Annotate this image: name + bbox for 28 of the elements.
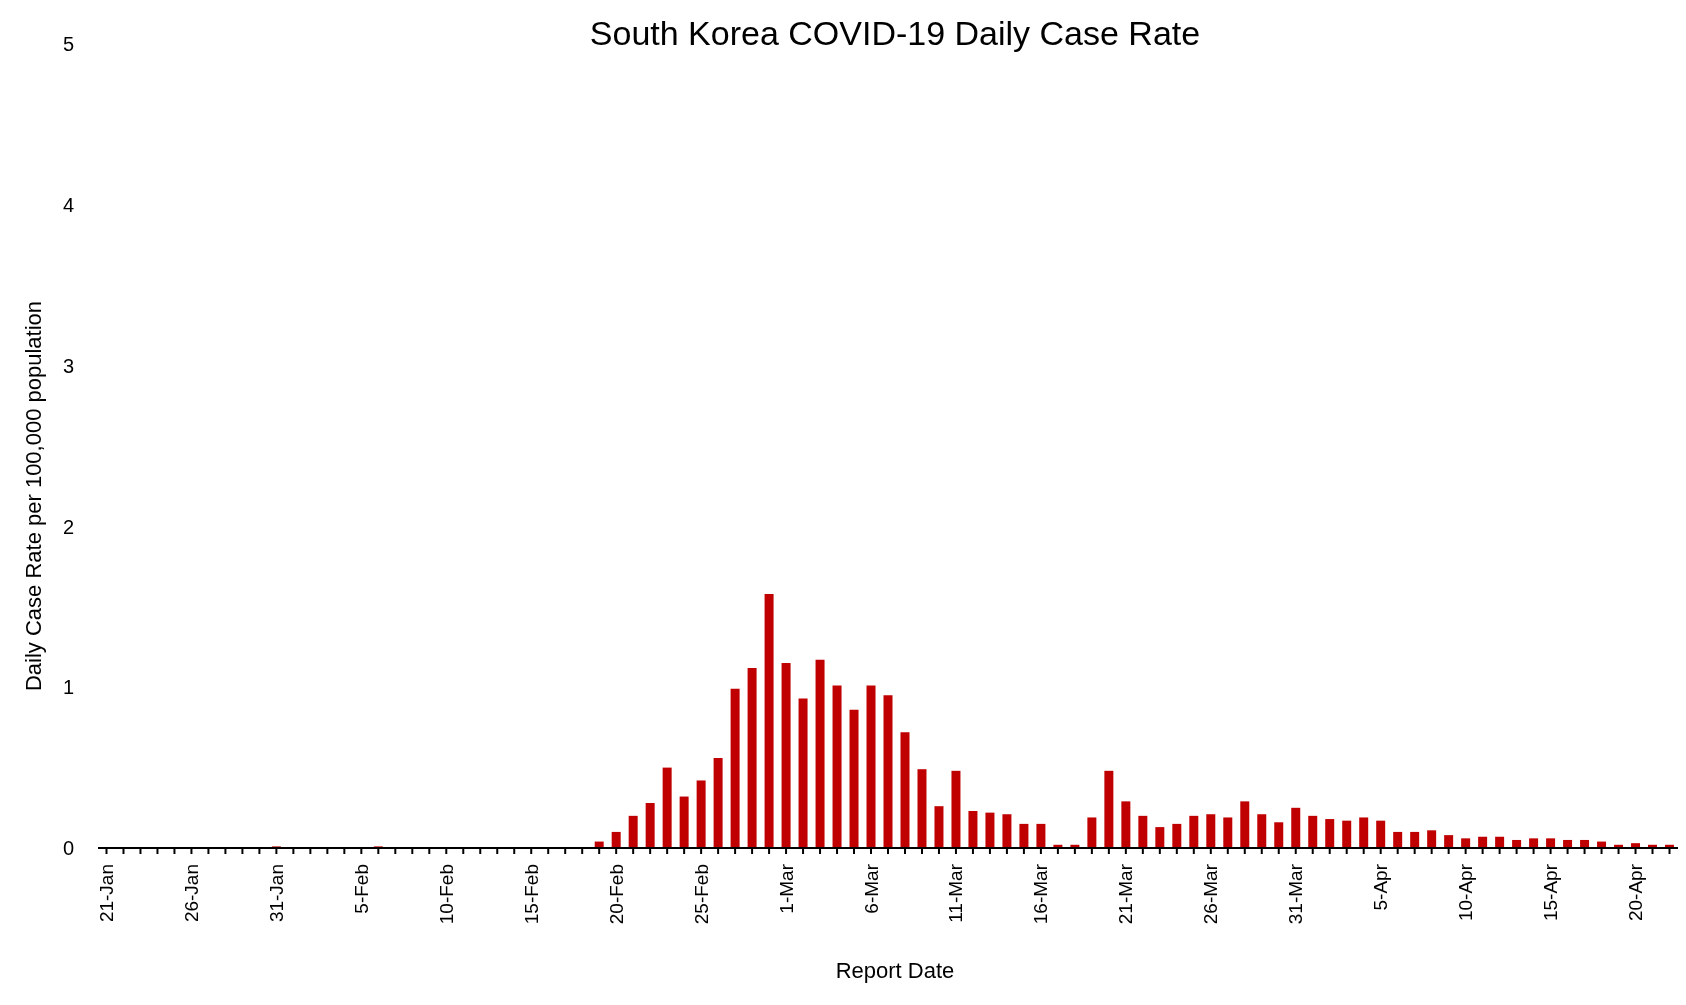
y-tick-label: 1 <box>62 676 74 699</box>
x-tick-label: 1-Mar <box>775 863 797 914</box>
x-tick-label: 31-Jan <box>265 864 287 923</box>
y-tick-label: 4 <box>62 193 74 216</box>
x-tick-label: 25-Feb <box>690 864 712 925</box>
y-tick-label: 3 <box>62 354 74 377</box>
x-tick-label: 26-Mar <box>1200 863 1222 925</box>
x-tick-label: 6-Mar <box>860 863 882 914</box>
y-tick-label: 5 <box>62 33 74 56</box>
x-tick-label: 21-Jan <box>95 864 117 923</box>
x-axis-title: Report Date <box>834 958 956 984</box>
x-tick-label: 10-Feb <box>435 864 457 925</box>
x-tick-label: 15-Feb <box>520 864 542 925</box>
x-tick-label: 21-Mar <box>1115 863 1137 925</box>
x-tick-label: 20-Feb <box>605 864 627 925</box>
x-tick-label: 11-Mar <box>945 863 967 923</box>
x-tick-label: 26-Jan <box>180 864 202 923</box>
y-tick-label: 2 <box>62 515 74 538</box>
x-tick-label: 20-Apr <box>1625 863 1647 922</box>
x-tick-label: 5-Apr <box>1370 863 1392 911</box>
x-tick-label: 15-Apr <box>1540 863 1562 922</box>
y-axis-title: Daily Case Rate per 100,000 population <box>21 300 47 692</box>
x-tick-label: 10-Apr <box>1455 863 1477 922</box>
y-tick-label: 0 <box>62 837 74 860</box>
x-tick-label: 16-Mar <box>1030 863 1052 925</box>
x-tick-label: 5-Feb <box>350 864 372 914</box>
x-tick-label: 31-Mar <box>1285 863 1307 925</box>
chart-title: South Korea COVID-19 Daily Case Rate <box>588 14 1202 53</box>
